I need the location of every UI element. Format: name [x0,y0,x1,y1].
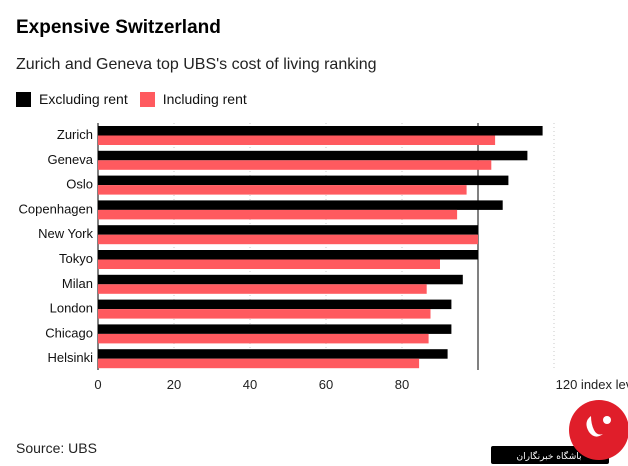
logo-mark-icon [586,416,603,437]
x-tick-label-20: 20 [167,377,181,392]
x-tick-label-80: 80 [395,377,409,392]
category-label-oslo: Oslo [66,177,93,192]
bar-including-rent-tokyo [98,259,440,269]
bar-including-rent-oslo [98,185,467,195]
logo-circle [569,400,628,460]
bar-excluding-rent-new-york [98,225,478,235]
bar-including-rent-zurich [98,135,496,145]
bar-including-rent-geneva [98,160,492,170]
category-label-copenhagen: Copenhagen [19,201,93,216]
chart-legend: Excluding rent Including rent [16,91,259,107]
x-tick-label-60: 60 [319,377,333,392]
legend-label-excluding-rent: Excluding rent [39,91,128,107]
bar-including-rent-copenhagen [98,209,458,220]
bar-excluding-rent-helsinki [98,349,448,359]
news-agency-logo: باشگاه خبرنگاران [491,400,628,464]
legend-label-including-rent: Including rent [162,91,247,107]
bar-excluding-rent-milan [98,274,463,285]
chart-subtitle: Zurich and Geneva top UBS's cost of livi… [16,56,377,73]
category-label-tokyo: Tokyo [59,251,93,266]
legend-item-excluding-rent: Excluding rent [16,91,128,107]
bar-including-rent-new-york [98,234,478,245]
legend-swatch-excluding-rent [16,91,31,107]
bar-including-rent-milan [98,284,427,294]
x-tick-label-120: 120 index level [556,377,628,392]
legend-item-including-rent: Including rent [139,91,247,107]
bar-excluding-rent-geneva [98,150,528,161]
chart-title: Expensive Switzerland [16,17,221,38]
logo-text: باشگاه خبرنگاران [517,450,582,462]
bar-excluding-rent-chicago [98,324,452,334]
bar-excluding-rent-tokyo [98,250,478,260]
bar-including-rent-helsinki [98,358,420,369]
bar-excluding-rent-oslo [98,175,509,186]
bar-excluding-rent-zurich [98,126,543,136]
x-tick-label-0: 0 [94,377,101,392]
bar-excluding-rent-copenhagen [98,200,503,210]
bar-including-rent-london [98,309,431,319]
category-label-zurich: Zurich [57,127,93,142]
legend-swatch-including-rent [139,91,155,107]
x-tick-label-40: 40 [243,377,257,392]
category-label-geneva: Geneva [47,152,93,167]
bar-including-rent-chicago [98,333,429,344]
bar-excluding-rent-london [98,299,452,310]
category-label-chicago: Chicago [45,325,93,340]
category-label-helsinki: Helsinki [47,350,93,365]
category-label-milan: Milan [62,276,93,291]
category-label-new-york: New York [38,226,93,241]
source-note: Source: UBS [16,440,97,456]
logo-dot-icon [603,416,611,424]
category-label-london: London [50,301,93,316]
